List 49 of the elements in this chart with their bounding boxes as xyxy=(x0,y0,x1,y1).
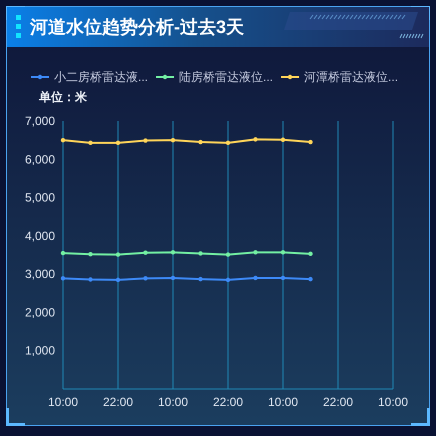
point xyxy=(280,276,286,280)
point xyxy=(143,138,148,143)
point xyxy=(226,278,230,282)
point xyxy=(60,138,66,142)
point xyxy=(226,140,230,146)
point xyxy=(88,252,93,256)
x-tick-label: 22:00 xyxy=(322,395,354,409)
y-axis-title: 单位：米 xyxy=(38,90,88,104)
point xyxy=(253,137,258,142)
point xyxy=(280,250,286,255)
point xyxy=(198,251,203,256)
x-tick-label: 22:00 xyxy=(212,395,244,409)
legend-label: 小二房桥雷达液... xyxy=(54,70,148,84)
point xyxy=(88,277,93,282)
x-tick-label: 10:00 xyxy=(268,395,298,409)
x-tick-label: 22:00 xyxy=(102,395,134,409)
y-tick-label: 7,000 xyxy=(24,114,56,128)
y-tick-label: 6,000 xyxy=(24,152,56,166)
point xyxy=(170,138,176,142)
y-tick-label: 2,000 xyxy=(24,305,56,320)
point xyxy=(253,250,258,255)
point xyxy=(308,140,313,144)
point xyxy=(116,140,120,146)
point xyxy=(116,252,120,257)
point xyxy=(60,276,66,281)
legend-label: 陆房桥雷达液位... xyxy=(179,70,274,84)
x-tick-label: 10:00 xyxy=(158,395,188,409)
point xyxy=(198,276,203,282)
point xyxy=(198,140,203,144)
chart-title: 河道水位趋势分析-过去3天 xyxy=(29,17,244,37)
legend-label: 河潭桥雷达液位... xyxy=(304,70,398,84)
point xyxy=(308,276,313,282)
point xyxy=(226,252,230,257)
x-tick-label: 10:00 xyxy=(378,395,408,409)
point xyxy=(60,250,66,256)
point xyxy=(116,278,120,282)
y-tick-label: 4,000 xyxy=(24,228,56,243)
point xyxy=(253,276,258,280)
point xyxy=(170,250,176,255)
y-tick-label: 5,000 xyxy=(24,190,56,205)
x-tick-label: 10:00 xyxy=(48,395,78,409)
point xyxy=(143,276,148,281)
point xyxy=(170,276,176,280)
y-tick-label: 3,000 xyxy=(24,267,56,282)
point xyxy=(308,252,313,256)
point xyxy=(143,250,148,255)
point xyxy=(280,138,286,142)
y-tick-label: 1,000 xyxy=(24,344,56,358)
point xyxy=(88,140,93,146)
